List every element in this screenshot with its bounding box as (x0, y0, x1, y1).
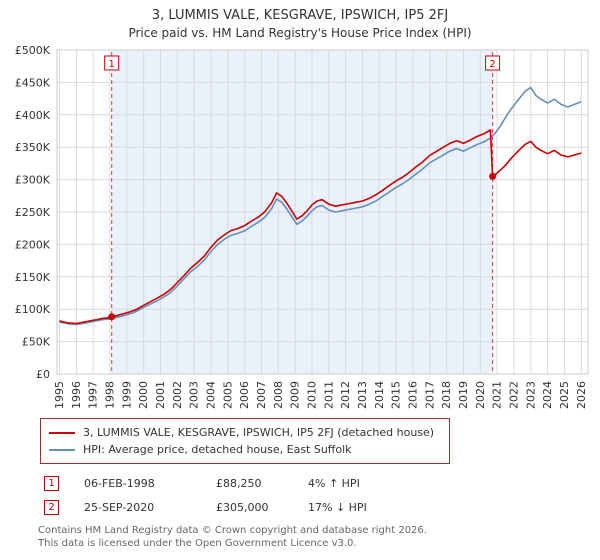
x-tick-label: 2024 (541, 381, 554, 409)
transaction-2-marker-badge: 2 (44, 500, 59, 515)
x-tick-label: 2016 (407, 381, 420, 409)
x-tick-label: 2008 (272, 381, 285, 409)
sale-1-flag-number: 1 (109, 59, 115, 70)
x-tick-label: 2022 (507, 381, 520, 409)
x-tick-label: 1999 (120, 381, 133, 409)
x-tick-label: 2018 (440, 381, 453, 409)
sale-2-flag-number: 2 (489, 59, 495, 70)
transaction-row: 2 25-SEP-2020 £305,000 17% ↓ HPI (44, 500, 600, 515)
y-tick-label: £250K (15, 206, 51, 219)
page-subtitle: Price paid vs. HM Land Registry's House … (128, 26, 472, 40)
x-tick-label: 2012 (339, 381, 352, 409)
x-tick-label: 1995 (53, 381, 66, 409)
x-tick-label: 2004 (205, 381, 218, 409)
x-tick-label: 2011 (322, 381, 335, 409)
footer-line-1: Contains HM Land Registry data © Crown c… (38, 525, 427, 536)
x-tick-label: 2013 (356, 381, 369, 409)
legend-item-property: 3, LUMMIS VALE, KESGRAVE, IPSWICH, IP5 2… (49, 424, 441, 441)
x-tick-label: 2017 (423, 381, 436, 409)
legend-item-hpi: HPI: Average price, detached house, East… (49, 441, 441, 458)
y-tick-label: £450K (15, 76, 51, 89)
y-tick-label: £50K (22, 336, 51, 349)
hpi-series-swatch (49, 448, 75, 451)
transaction-2-date: 25-SEP-2020 (84, 501, 155, 514)
chart-legend: 3, LUMMIS VALE, KESGRAVE, IPSWICH, IP5 2… (40, 418, 450, 464)
transactions-list: 1 06-FEB-1998 £88,250 4% ↑ HPI 2 25-SEP-… (44, 476, 600, 515)
x-tick-label: 2005 (221, 381, 234, 409)
license-footer: Contains HM Land Registry data © Crown c… (38, 524, 600, 550)
page-title: 3, LUMMIS VALE, KESGRAVE, IPSWICH, IP5 2… (151, 8, 449, 23)
property-series-swatch (49, 431, 75, 434)
x-tick-label: 2006 (238, 381, 251, 409)
x-tick-label: 2021 (491, 381, 504, 409)
plot-border (56, 49, 589, 375)
y-tick-label: £0 (36, 368, 50, 381)
x-tick-label: 2015 (390, 381, 403, 409)
legend-label-property: 3, LUMMIS VALE, KESGRAVE, IPSWICH, IP5 2… (83, 426, 435, 439)
x-tick-label: 2000 (137, 381, 150, 409)
y-tick-label: £300K (15, 174, 51, 187)
property-series-line (59, 129, 582, 325)
x-tick-label: 2014 (373, 381, 386, 409)
transaction-2-hpi-change: 17% ↓ HPI (308, 501, 367, 514)
transaction-row: 1 06-FEB-1998 £88,250 4% ↑ HPI (44, 476, 600, 491)
legend-label-hpi: HPI: Average price, detached house, East… (83, 443, 352, 456)
x-tick-label: 2026 (575, 381, 588, 409)
y-tick-label: £100K (15, 303, 51, 316)
price-history-chart: 1995 1996 1997 1998 1999 2000 2001 2002 2003 2004… (15, 44, 589, 409)
y-tick-label: £200K (15, 238, 51, 251)
x-tick-label: 2019 (457, 381, 470, 409)
x-tick-label: 2001 (154, 381, 167, 409)
x-tick-label: 2003 (188, 381, 201, 409)
x-tick-label: 2025 (558, 381, 571, 409)
hpi-series-line (59, 86, 582, 326)
transaction-2-price: £305,000 (216, 501, 269, 514)
y-tick-label: £350K (15, 141, 51, 154)
sale-2-point-marker (489, 172, 497, 180)
footer-line-2: This data is licensed under the Open Gov… (38, 538, 357, 549)
transaction-1-price: £88,250 (216, 477, 262, 490)
x-tick-label: 2023 (524, 381, 537, 409)
x-tick-label: 2009 (289, 381, 302, 409)
y-tick-label: £150K (15, 271, 51, 284)
sale-2-flag-box (485, 55, 501, 71)
sale-1-flag-box (104, 55, 120, 71)
x-tick-label: 2002 (171, 381, 184, 409)
transaction-1-date: 06-FEB-1998 (84, 477, 155, 490)
transaction-1-marker-badge: 1 (44, 476, 59, 491)
x-tick-label: 2007 (255, 381, 268, 409)
x-tick-label: 1997 (87, 381, 100, 409)
transaction-1-hpi-change: 4% ↑ HPI (308, 477, 360, 490)
sale-1-point-marker (108, 313, 116, 321)
y-tick-label: £500K (15, 44, 51, 57)
x-tick-label: 1998 (104, 381, 117, 409)
y-tick-label: £400K (15, 109, 51, 122)
x-tick-label: 2020 (474, 381, 487, 409)
x-tick-label: 1996 (70, 381, 83, 409)
x-tick-label: 2010 (306, 381, 319, 409)
